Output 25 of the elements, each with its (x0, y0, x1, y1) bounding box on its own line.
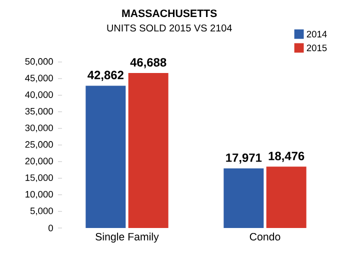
y-tick-label: 30,000 (25, 124, 53, 132)
y-tick-label: 40,000 (25, 91, 53, 100)
bar (128, 73, 168, 228)
data-label: 18,476 (268, 152, 304, 162)
y-tick-label: 15,000 (26, 174, 53, 182)
legend-label: 2014 (306, 30, 327, 38)
y-tick-label: 5,000 (30, 208, 53, 216)
y-tick-label: 50,000 (25, 58, 53, 66)
legend-label: 2015 (306, 44, 327, 52)
data-label: 46,688 (130, 58, 166, 68)
chart-subtitle: UNITS SOLD 2015 VS 2104 (107, 24, 232, 32)
bar (266, 166, 306, 228)
x-tick-label: Condo (250, 232, 280, 240)
y-tick-label: 20,000 (25, 158, 53, 166)
chart-title: MASSACHUSETTS (122, 10, 217, 18)
y-tick-label: 0 (48, 224, 53, 232)
x-tick-label: Single Family (96, 232, 159, 243)
y-tick-label: 35,000 (25, 108, 53, 116)
y-tick-label: 45,000 (25, 74, 53, 82)
y-tick-label: 10,000 (26, 190, 53, 199)
bar (224, 168, 264, 228)
y-tick-label: 25,000 (25, 141, 53, 149)
data-label: 17,971 (226, 153, 262, 164)
data-label: 42,862 (88, 70, 124, 82)
bar (86, 86, 126, 228)
